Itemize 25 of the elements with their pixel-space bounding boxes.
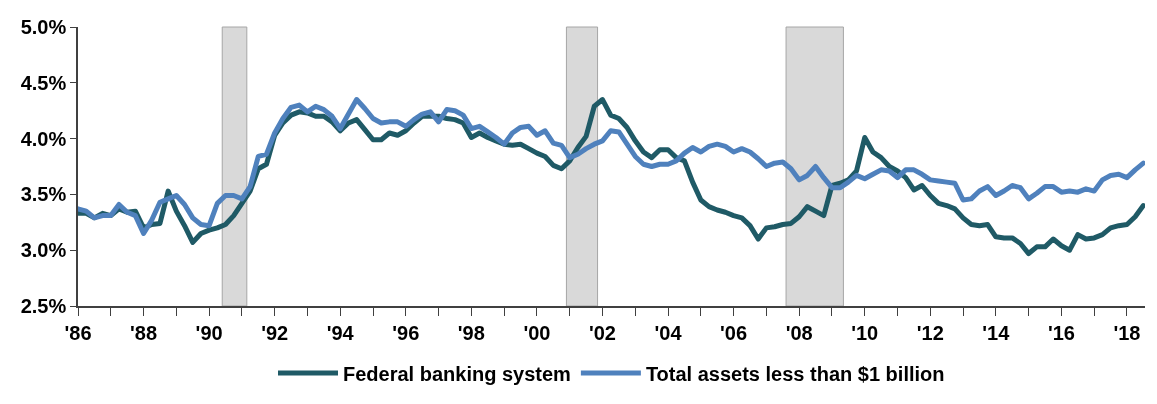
x-tick-label: '98 [457,321,485,344]
x-tick-label: '14 [982,321,1011,344]
y-tick-label: 3.5% [20,183,67,206]
y-tick-label: 3.0% [20,239,67,262]
x-tick-label: '00 [523,321,551,344]
x-tick-label: '02 [588,321,616,344]
x-tick-label: '12 [916,321,944,344]
y-tick-label: 4.5% [20,71,67,94]
y-tick-label: 4.0% [20,127,67,150]
x-tick-label: '04 [654,321,683,344]
x-tick-label: '88 [130,321,158,344]
x-tick-label: '96 [392,321,420,344]
x-tick-label: '92 [261,321,289,344]
x-tick-label: '06 [720,321,748,344]
y-tick-label: 2.5% [20,295,67,317]
x-tick-label: '18 [1113,321,1141,344]
x-tick-label: '10 [851,321,879,344]
y-tick-label: 5.0% [20,16,67,38]
x-tick-label: '08 [785,321,813,344]
x-tick-label: '86 [64,321,92,344]
x-tick-label: '94 [326,321,355,344]
x-tick-label: '16 [1047,321,1075,344]
legend-label: Federal banking system [343,362,571,385]
legend-label: Total assets less than $1 billion [645,362,945,385]
x-tick-label: '90 [195,321,223,344]
